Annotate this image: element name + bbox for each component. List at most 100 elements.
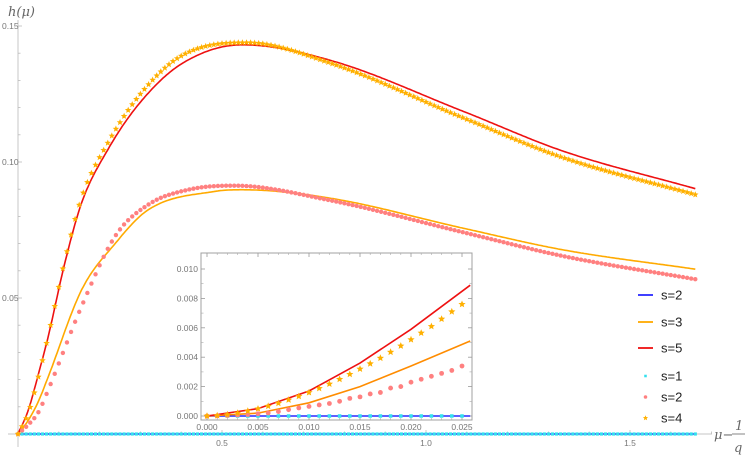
star-marker: [581, 161, 589, 168]
square-marker: [317, 414, 321, 418]
star-marker: [577, 160, 585, 167]
dot-marker: [199, 185, 204, 190]
dot-marker: [317, 196, 323, 201]
square-marker: [550, 432, 555, 436]
square-marker: [53, 432, 57, 436]
dot-marker: [497, 239, 502, 244]
square-marker: [599, 432, 604, 436]
dot-marker: [154, 197, 159, 202]
star-marker: [247, 39, 254, 46]
dot-marker: [656, 270, 661, 276]
square-marker: [632, 432, 636, 436]
star-marker: [557, 153, 564, 160]
square-marker: [452, 432, 457, 436]
dot-marker: [215, 183, 221, 189]
square-marker: [368, 414, 372, 418]
dot-marker: [411, 217, 416, 223]
square-marker: [510, 432, 514, 436]
star-marker: [549, 150, 556, 157]
star-marker: [84, 178, 91, 185]
dot-marker: [603, 261, 608, 267]
dot-marker: [476, 233, 482, 239]
star-marker: [296, 49, 303, 56]
dot-marker: [240, 183, 245, 189]
star-marker: [169, 57, 177, 64]
square-marker: [49, 432, 53, 436]
dot-marker: [456, 228, 461, 234]
star-marker: [280, 44, 287, 51]
dot-marker: [350, 202, 355, 208]
star-marker: [345, 66, 352, 73]
star-marker: [96, 154, 103, 161]
star-marker: [448, 307, 456, 315]
star-marker: [235, 39, 242, 46]
star-marker: [683, 189, 691, 196]
star-marker: [336, 375, 344, 383]
square-marker: [191, 432, 196, 436]
square-marker: [457, 432, 461, 436]
star-marker: [251, 39, 258, 46]
dot-marker: [370, 207, 376, 212]
square-marker: [338, 432, 342, 436]
star-marker: [655, 181, 662, 188]
dot-marker: [85, 290, 90, 296]
dot-marker: [428, 373, 434, 379]
dot-marker: [587, 259, 592, 264]
star-marker: [234, 409, 242, 417]
square-marker: [595, 432, 599, 436]
star-marker: [459, 114, 466, 121]
star-marker: [639, 177, 646, 184]
inset-y-tick-label: 0.004: [177, 352, 199, 362]
square-marker: [142, 432, 147, 436]
square-marker: [375, 432, 379, 436]
star-marker: [475, 121, 483, 128]
dot-marker: [272, 187, 278, 192]
square-marker: [624, 432, 628, 436]
star-marker: [18, 423, 26, 430]
star-marker: [59, 265, 67, 272]
square-marker: [265, 432, 269, 436]
dot-marker: [419, 219, 425, 225]
inset-x-tick-label: 0.015: [349, 422, 371, 432]
star-marker: [51, 302, 58, 309]
legend-label: s=2: [661, 390, 682, 405]
star-marker: [39, 357, 46, 364]
dot-marker: [680, 274, 686, 280]
dot-marker: [684, 275, 690, 281]
dot-marker: [635, 267, 641, 272]
square-marker: [534, 432, 538, 436]
square-marker: [155, 432, 159, 436]
dot-marker: [309, 194, 314, 199]
square-marker: [432, 432, 436, 436]
dot-marker: [554, 252, 559, 257]
square-marker: [307, 414, 311, 418]
star-marker: [120, 112, 128, 119]
dot-marker: [68, 329, 74, 335]
dot-marker: [388, 385, 394, 391]
star-marker: [586, 162, 593, 169]
x-axis-label-numerator: 1: [735, 419, 743, 434]
dot-marker: [232, 183, 237, 188]
star-marker: [88, 169, 95, 176]
star-marker: [264, 402, 272, 410]
dot-marker: [358, 204, 363, 210]
star-marker: [231, 39, 238, 46]
dot-marker: [418, 376, 424, 382]
x-axis-label-denominator: q: [734, 441, 742, 456]
dot-marker: [459, 363, 465, 369]
star-marker: [267, 41, 275, 48]
dot-marker: [501, 240, 506, 245]
x-axis-label: μ− 1 q: [714, 419, 745, 456]
square-marker: [448, 432, 453, 436]
inset-x-tick-label: 0.025: [451, 422, 473, 432]
star-marker: [47, 321, 54, 328]
star-marker: [161, 64, 169, 71]
square-marker: [489, 432, 493, 436]
dot-marker: [582, 258, 588, 263]
square-marker: [334, 432, 338, 436]
square-marker: [348, 414, 352, 418]
star-marker: [222, 39, 230, 46]
square-marker: [40, 432, 45, 436]
star-marker: [325, 380, 333, 387]
dot-marker: [138, 207, 143, 213]
